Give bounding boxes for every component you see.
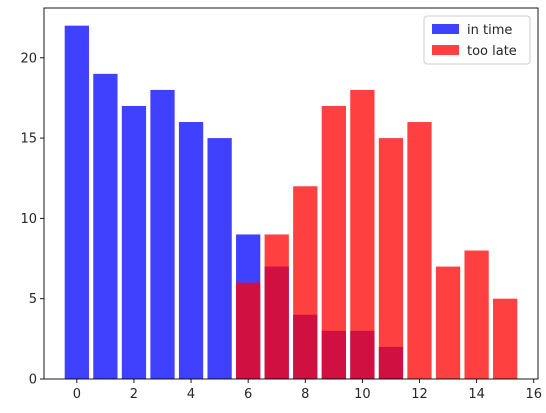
x-tick-label: 0	[73, 387, 81, 402]
legend-swatch-too-late	[432, 45, 459, 55]
legend-label-too-late: too late	[467, 44, 517, 59]
plot-frame	[43, 7, 539, 380]
x-tick-label: 10	[354, 387, 371, 402]
bar-too-late-9	[321, 105, 346, 379]
y-tick-label: 5	[29, 292, 37, 307]
legend: in time too late	[423, 15, 531, 65]
bar-too-late-11	[378, 138, 404, 379]
y-tick-label: 20	[20, 51, 37, 66]
bar-in-time-1	[93, 73, 118, 380]
x-tick-label: 2	[130, 387, 138, 402]
x-tick-label: 12	[411, 387, 428, 402]
bar-in-time-0	[64, 25, 89, 380]
y-tick-label: 15	[20, 132, 37, 147]
y-tick-label: 0	[29, 373, 37, 388]
axes-layer: 0 2 4 6 8 10 12 14 16 0 5 10 15 20	[20, 7, 542, 402]
x-tick-label: 14	[468, 387, 485, 402]
bar-too-late-12	[407, 122, 432, 379]
bars-layer	[64, 25, 518, 380]
bar-in-time-2	[121, 105, 147, 379]
bar-too-late-10	[350, 89, 375, 379]
x-tick-label: 4	[187, 387, 195, 402]
bar-too-late-6	[236, 282, 261, 379]
x-tick-label: 8	[301, 387, 309, 402]
bar-too-late-8	[293, 186, 318, 379]
bar-too-late-15	[493, 298, 518, 379]
legend-label-in-time: in time	[467, 23, 512, 38]
legend-swatch-in-time	[432, 24, 459, 34]
bar-in-time-5	[207, 138, 232, 379]
bar-in-time-3	[150, 89, 175, 379]
x-tick-label: 16	[525, 387, 542, 402]
bar-in-time-4	[178, 122, 204, 379]
bar-too-late-13	[435, 266, 461, 379]
x-tick-label: 6	[244, 387, 252, 402]
bar-too-late-7	[264, 234, 289, 379]
y-tick-label: 10	[20, 212, 37, 227]
bar-too-late-14	[464, 250, 489, 379]
